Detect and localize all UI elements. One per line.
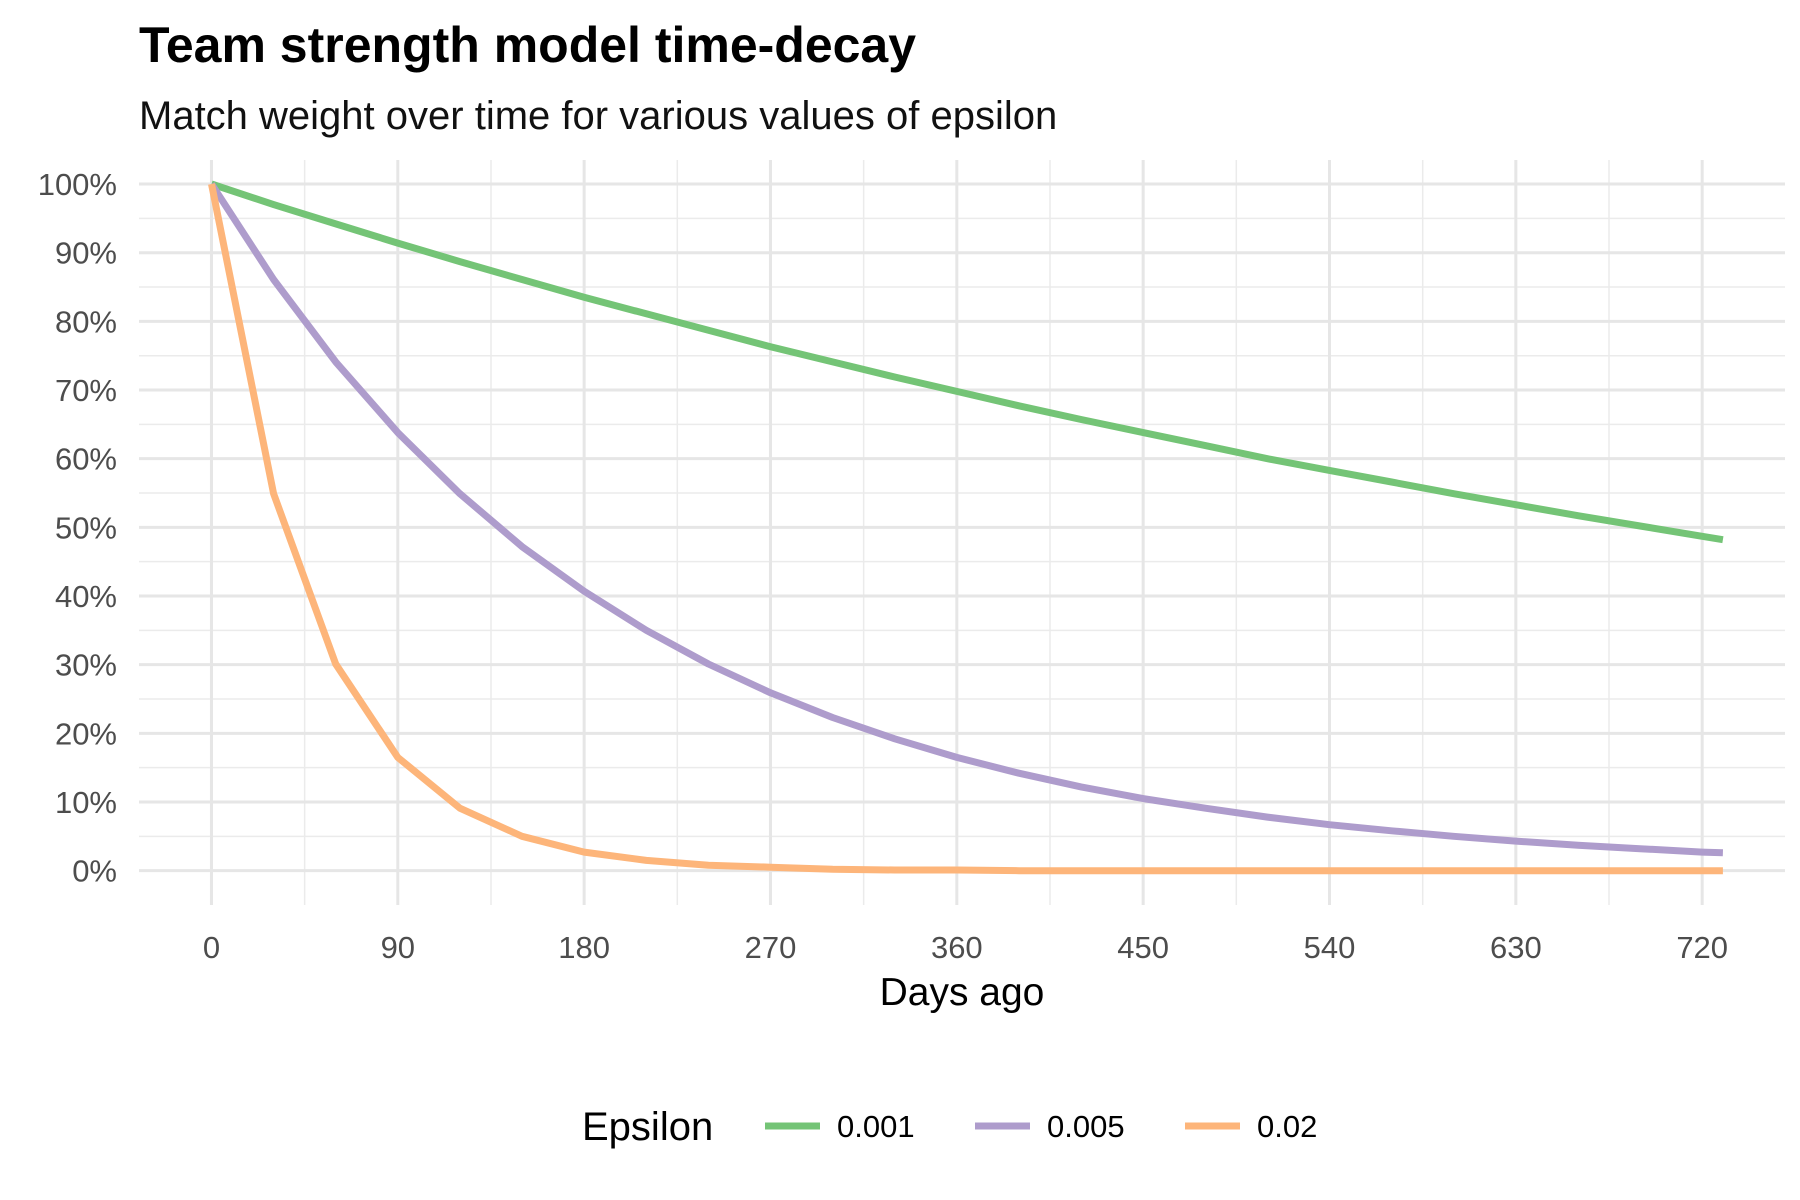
legend-title: Epsilon xyxy=(582,1105,713,1149)
y-tick-label: 40% xyxy=(55,579,117,614)
series-lines xyxy=(208,180,1724,875)
x-tick-label: 90 xyxy=(381,930,415,965)
y-axis-ticks: 0% 10% 20% 30% 40% 50% 60% 70% 80% 90% 100% xyxy=(38,167,117,889)
y-tick-label: 50% xyxy=(55,510,117,545)
chart-title: Team strength model time-decay xyxy=(139,17,916,73)
grid xyxy=(139,160,1785,905)
y-tick-label: 30% xyxy=(55,648,117,683)
x-axis-title: Days ago xyxy=(880,971,1045,1014)
y-tick-label: 90% xyxy=(55,236,117,271)
series-line-0.02 xyxy=(208,183,1723,875)
legend: Epsilon 0.001 0.005 0.02 xyxy=(582,1105,1317,1149)
x-tick-label: 360 xyxy=(931,930,983,965)
y-tick-label: 70% xyxy=(55,373,117,408)
x-tick-label: 180 xyxy=(558,930,610,965)
x-axis-ticks: 0 90 180 270 360 450 540 630 720 xyxy=(203,930,1728,965)
x-tick-label: 0 xyxy=(203,930,220,965)
x-tick-label: 540 xyxy=(1304,930,1356,965)
y-tick-label: 60% xyxy=(55,442,117,477)
y-tick-label: 10% xyxy=(55,785,117,820)
x-tick-label: 720 xyxy=(1676,930,1728,965)
series-line-0.005 xyxy=(208,182,1724,857)
series-line-0.001 xyxy=(210,180,1724,544)
legend-label-0.02: 0.02 xyxy=(1257,1109,1317,1144)
legend-label-0.001: 0.001 xyxy=(837,1109,915,1144)
chart-subtitle: Match weight over time for various value… xyxy=(139,94,1057,138)
x-tick-label: 450 xyxy=(1117,930,1169,965)
x-tick-label: 270 xyxy=(745,930,797,965)
y-tick-label: 80% xyxy=(55,304,117,339)
y-tick-label: 0% xyxy=(72,854,117,889)
y-tick-label: 100% xyxy=(38,167,117,202)
x-tick-label: 630 xyxy=(1490,930,1542,965)
legend-label-0.005: 0.005 xyxy=(1047,1109,1125,1144)
y-tick-label: 20% xyxy=(55,716,117,751)
